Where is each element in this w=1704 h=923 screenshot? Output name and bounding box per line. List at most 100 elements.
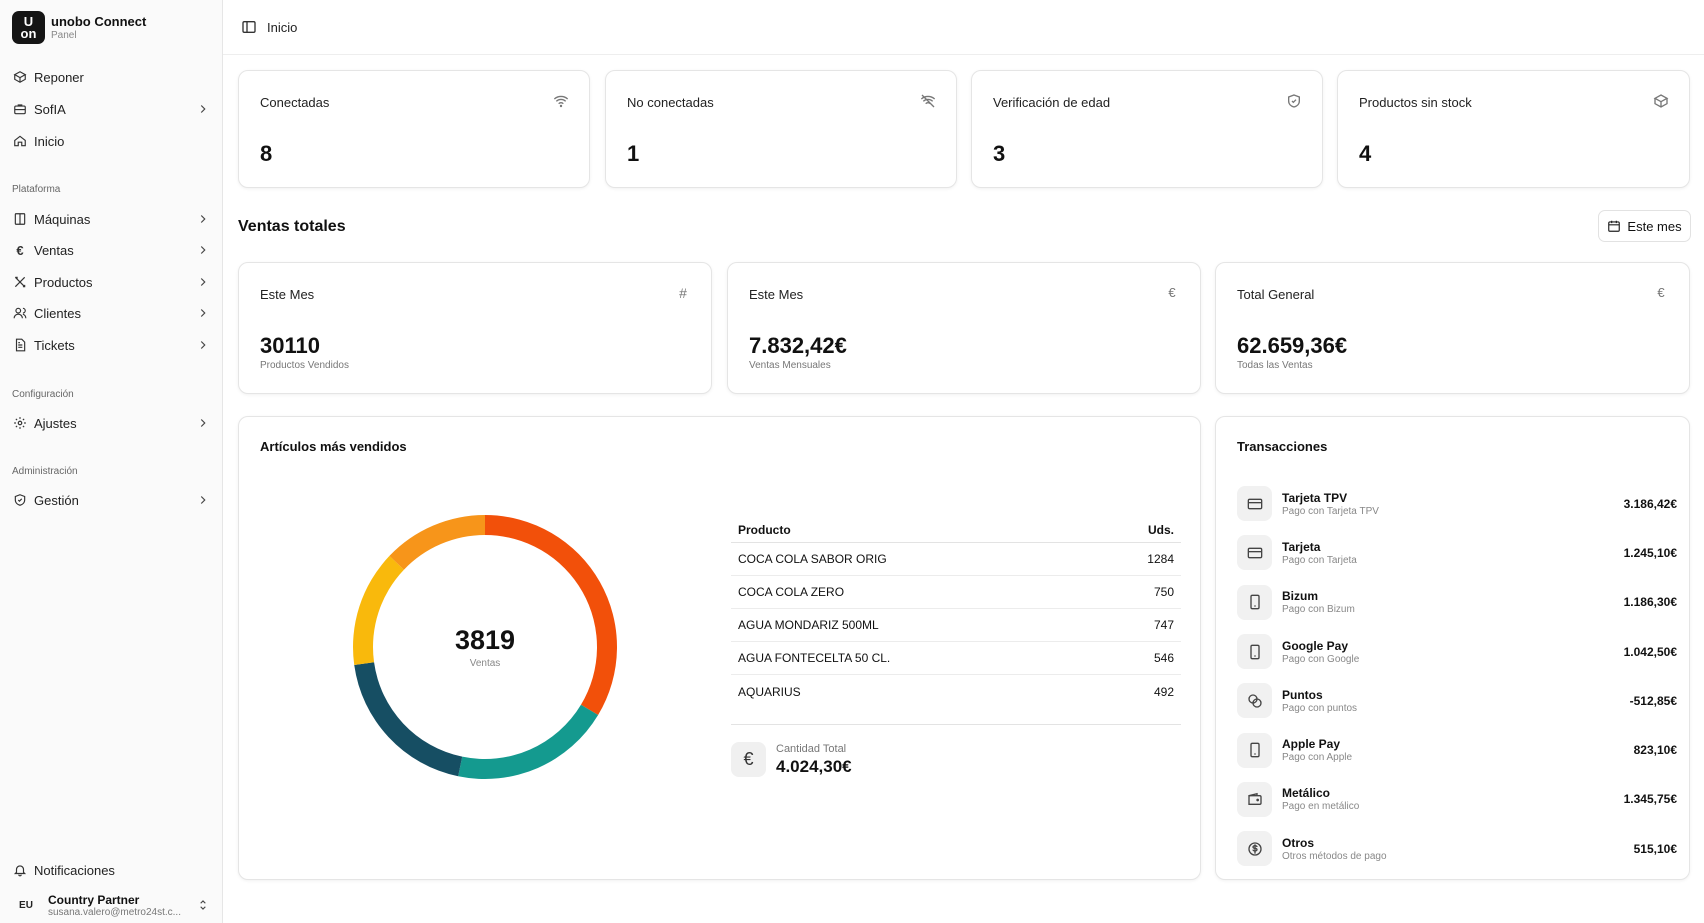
total-value: 4.024,30€ (776, 756, 852, 776)
tx-amount: -512,85€ (1629, 693, 1677, 708)
product-name: COCA COLA ZERO (738, 585, 845, 599)
sidebar-item-ajustes[interactable]: Ajustes (12, 411, 210, 435)
table-row[interactable]: AQUARIUS 492 (731, 675, 1181, 708)
tx-amount: 515,10€ (1633, 841, 1677, 856)
donut-slice[interactable] (354, 662, 463, 777)
period-label: Este mes (1627, 218, 1682, 234)
total-summary: € Cantidad Total 4.024,30€ (731, 742, 852, 777)
sidebar-item-productos[interactable]: Productos (12, 270, 210, 294)
sidebar-item-label: SofIA (34, 101, 66, 117)
sales-card-caption: Ventas Mensuales (749, 360, 831, 371)
donut-slice[interactable] (458, 704, 599, 779)
sales-card-value: 62.659,36€ (1237, 333, 1348, 358)
product-name: AGUA FONTECELTA 50 CL. (738, 651, 891, 665)
list-item[interactable]: Tarjeta TPV Pago con Tarjeta TPV 3.186,42… (1237, 479, 1677, 528)
coins-icon (1237, 683, 1272, 719)
panel-title: Transacciones (1237, 439, 1328, 454)
donut-slice[interactable] (389, 515, 485, 570)
stat-title: Conectadas (260, 95, 330, 110)
sidebar-item-gestion[interactable]: Gestión (12, 488, 210, 512)
tx-name: Google Pay (1282, 638, 1349, 653)
products-table: Producto Uds. COCA COLA SABOR ORIG 1284 … (731, 517, 1181, 708)
euro-icon: € (731, 742, 766, 777)
table-row[interactable]: AGUA MONDARIZ 500ML 747 (731, 609, 1181, 642)
home-icon (12, 133, 28, 149)
total-label: Cantidad Total (776, 742, 847, 755)
sidebar-item-ventas[interactable]: € Ventas (12, 238, 210, 262)
tx-desc: Otros métodos de pago (1282, 850, 1387, 862)
sales-card-mensuales: Este Mes € 7.832,42€ Ventas Mensuales (727, 262, 1201, 394)
group-label-configuracion: Configuración (12, 389, 74, 400)
sidebar-item-notificaciones[interactable]: Notificaciones (12, 858, 210, 882)
tx-name: Otros (1282, 835, 1315, 850)
calendar-icon (1607, 219, 1627, 233)
period-selector-button[interactable]: Este mes (1598, 210, 1691, 242)
table-row[interactable]: COCA COLA ZERO 750 (731, 576, 1181, 609)
chevron-right-icon (196, 493, 210, 507)
panel-title: Artículos más vendidos (260, 439, 407, 454)
list-item[interactable]: Puntos Pago con puntos -512,85€ (1237, 676, 1677, 725)
tx-desc: Pago con Tarjeta (1282, 554, 1357, 566)
sidebar-item-label: Ajustes (34, 415, 77, 431)
tx-amount: 1.245,10€ (1623, 545, 1677, 560)
top-products-panel: Artículos más vendidos 3819 Ventas Produ… (238, 416, 1201, 880)
tools-icon (12, 274, 28, 290)
sidebar-item-tickets[interactable]: Tickets (12, 333, 210, 357)
sidebar-item-inicio[interactable]: Inicio (12, 129, 210, 153)
sidebar-item-clientes[interactable]: Clientes (12, 301, 210, 325)
product-qty: 747 (1153, 618, 1174, 632)
sidebar-item-label: Máquinas (34, 211, 91, 227)
table-row[interactable]: AGUA FONTECELTA 50 CL. 546 (731, 642, 1181, 675)
wifi-off-icon (920, 93, 936, 109)
euro-icon: € (1657, 285, 1665, 300)
list-item[interactable]: Tarjeta Pago con Tarjeta 1.245,10€ (1237, 528, 1677, 577)
gear-icon (12, 415, 28, 431)
list-item[interactable]: Google Pay Pago con Google 1.042,50€ (1237, 627, 1677, 676)
list-item[interactable]: Apple Pay Pago con Apple 823,10€ (1237, 725, 1677, 774)
stat-card-sin-stock: Productos sin stock 4 (1337, 70, 1690, 188)
sidebar-item-reponer[interactable]: Reponer (12, 65, 210, 89)
avatar: EU (19, 899, 33, 911)
chevron-right-icon (196, 306, 210, 320)
chevron-right-icon (196, 416, 210, 430)
donut-slice[interactable] (353, 555, 404, 666)
list-item[interactable]: Bizum Pago con Bizum 1.186,30€ (1237, 578, 1677, 627)
tx-desc: Pago con Apple (1282, 752, 1353, 764)
sales-card-productos: Este Mes # 30110 Productos Vendidos (238, 262, 712, 394)
stat-card-conectadas: Conectadas 8 (238, 70, 590, 188)
stat-title: Verificación de edad (993, 95, 1111, 110)
user-email: susana.valero@metro24st.c... (48, 906, 181, 918)
product-name: AGUA MONDARIZ 500ML (738, 618, 879, 632)
table-row[interactable]: COCA COLA SABOR ORIG 1284 (731, 543, 1181, 576)
list-item[interactable]: Metálico Pago en metálico 1.345,75€ (1237, 775, 1677, 824)
dollar-circle-icon (1237, 831, 1272, 867)
product-name: COCA COLA SABOR ORIG (738, 552, 887, 566)
box-icon (12, 69, 28, 85)
tx-name: Metálico (1282, 786, 1331, 801)
list-item[interactable]: Otros Otros métodos de pago 515,10€ (1237, 824, 1677, 873)
chevron-right-icon (196, 102, 210, 116)
transactions-panel: Transacciones Tarjeta TPV Pago con Tarjet… (1215, 416, 1690, 880)
sidebar-toggle-icon[interactable] (241, 19, 257, 35)
tx-desc: Pago con Google (1282, 653, 1360, 665)
sidebar-item-maquinas[interactable]: Máquinas (12, 207, 210, 231)
breadcrumb[interactable]: Inicio (267, 19, 298, 35)
product-qty: 1284 (1147, 552, 1174, 566)
sidebar-item-label: Clientes (34, 305, 81, 321)
ticket-icon (12, 337, 28, 353)
tx-name: Tarjeta (1282, 539, 1321, 554)
divider (731, 724, 1181, 725)
phone-icon (1237, 584, 1272, 620)
user-menu[interactable]: EU Country Partner susana.valero@metro24… (12, 890, 210, 920)
table-header: Producto Uds. (731, 517, 1181, 543)
sidebar-item-sofia[interactable]: SofIA (12, 97, 210, 121)
sales-card-total: Total General € 62.659,36€ Todas las Ven… (1215, 262, 1690, 394)
phone-icon (1237, 634, 1272, 670)
donut-slice[interactable] (485, 515, 617, 716)
stat-title: No conectadas (627, 95, 714, 110)
product-qty: 546 (1153, 651, 1174, 665)
tx-name: Apple Pay (1282, 737, 1341, 752)
stat-value: 3 (993, 141, 1006, 166)
